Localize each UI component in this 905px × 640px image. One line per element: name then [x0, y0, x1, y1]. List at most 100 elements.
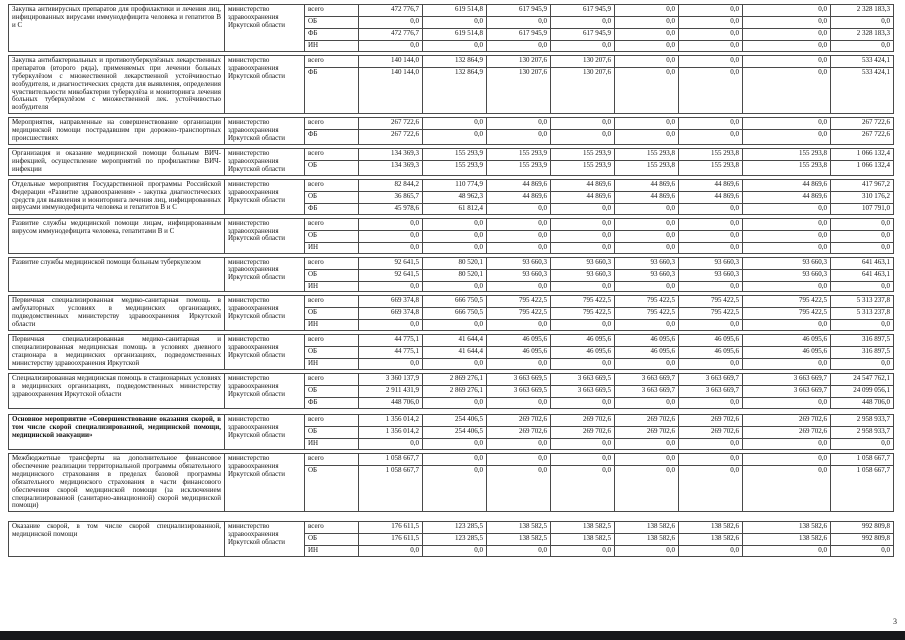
amount: 138 582,6	[678, 521, 743, 535]
amount: 669 374,8	[358, 307, 423, 321]
row-total-amount: 316 897,5	[830, 334, 894, 348]
amount: 155 293,8	[678, 159, 743, 176]
amount: 0,0	[678, 4, 743, 17]
amount: 138 582,5	[550, 533, 615, 547]
amount: 269 702,6	[678, 414, 743, 428]
funding-row: Мероприятия, направленные на совершенств…	[8, 117, 894, 145]
amount: 0,0	[614, 217, 679, 231]
funding-row: Первичная специализированная медико-сани…	[8, 295, 894, 332]
amount: 0,0	[614, 129, 679, 145]
funding-source-label: ИН	[304, 545, 359, 558]
page-number: 3	[893, 617, 897, 626]
amount: 0,0	[678, 217, 743, 231]
funding-row: ИН 0,0 0,0 0,0 0,0 0,0 0,0 0,0 0,0	[9, 40, 894, 52]
amount: 44 869,6	[678, 190, 743, 204]
funding-source-label: всего	[304, 178, 359, 192]
amount: 0,0	[422, 117, 487, 131]
amount: 155 293,8	[742, 147, 831, 161]
amount: 0,0	[678, 28, 743, 41]
amount: 0,0	[742, 397, 831, 410]
amount: 0,0	[486, 358, 551, 371]
amount: 0,0	[358, 229, 423, 243]
funding-source-label: всего	[304, 54, 359, 68]
funding-source-label: ИН	[304, 438, 359, 451]
amount: 0,0	[550, 453, 615, 467]
funding-row: ИН 0,0 0,0 0,0 0,0 0,0 0,0 0,0 0,0	[9, 358, 894, 371]
amount: 138 582,5	[550, 521, 615, 535]
funding-source-label: ОБ	[304, 268, 359, 282]
amount: 130 207,6	[486, 54, 551, 68]
amount: 0,0	[486, 241, 551, 254]
amount: 134 369,3	[358, 159, 423, 176]
amount: 0,0	[422, 319, 487, 332]
funding-row: ФБ 267 722,6 0,0 0,0 0,0 0,0 0,0 0,0 267 722,6	[9, 129, 894, 145]
program-name: Организация и оказание медицинской помощ…	[8, 147, 225, 176]
amount: 0,0	[486, 280, 551, 293]
responsible-ministry: министерство здравоохранения Иркутской о…	[224, 373, 305, 410]
amount: 269 702,6	[550, 414, 615, 428]
amount: 269 702,6	[486, 414, 551, 428]
amount: 0,0	[678, 465, 743, 513]
funding-source-label: ИН	[304, 280, 359, 293]
funding-source-label: всего	[304, 117, 359, 131]
amount: 0,0	[678, 16, 743, 29]
funding-row: ОБ 44 775,1 41 644,4 46 095,6 46 095,6 46 095…	[9, 346, 894, 360]
amount: 0,0	[550, 465, 615, 513]
amount: 3 663 669,7	[678, 385, 743, 399]
amount: 110 774,9	[422, 178, 487, 192]
amount: 0,0	[550, 241, 615, 254]
amount: 155 293,9	[486, 159, 551, 176]
responsible-ministry: министерство здравоохранения Иркутской о…	[224, 217, 305, 254]
row-total-amount: 533 424,1	[830, 54, 894, 68]
amount: 0,0	[550, 16, 615, 29]
funding-row: ОБ 1 356 014,2 254 406,5 269 702,6 269 702,6…	[9, 426, 894, 440]
funding-source-label: ИН	[304, 358, 359, 371]
amount: 134 369,3	[358, 147, 423, 161]
funding-row: ОБ 92 641,5 80 520,1 93 660,3 93 660,3 93 660…	[9, 268, 894, 282]
amount: 0,0	[550, 40, 615, 52]
amount: 2 869 276,1	[422, 385, 487, 399]
funding-row: ИН 0,0 0,0 0,0 0,0 0,0 0,0 0,0 0,0	[9, 438, 894, 451]
amount: 46 095,6	[742, 334, 831, 348]
program-block: Закупка антивирусных препаратов для проф…	[8, 4, 894, 52]
amount: 0,0	[422, 40, 487, 52]
amount: 155 293,8	[614, 147, 679, 161]
funding-source-label: ОБ	[304, 16, 359, 29]
program-block: Развитие службы медицинской помощи лицам…	[8, 217, 894, 254]
program-name: Основное мероприятие «Совершенствование …	[8, 414, 225, 451]
amount: 254 406,5	[422, 414, 487, 428]
amount: 44 869,6	[486, 190, 551, 204]
amount: 0,0	[422, 358, 487, 371]
responsible-ministry: министерство здравоохранения Иркутской о…	[224, 334, 305, 371]
funding-row: ОБ 669 374,8 666 750,5 795 422,5 795 422,5 79…	[9, 307, 894, 321]
amount: 0,0	[422, 241, 487, 254]
row-total-amount: 0,0	[830, 319, 894, 332]
amount: 36 865,7	[358, 190, 423, 204]
row-total-amount: 267 722,6	[830, 117, 894, 131]
amount: 48 962,3	[422, 190, 487, 204]
amount: 0,0	[678, 241, 743, 254]
funding-source-label: ОБ	[304, 385, 359, 399]
row-total-amount: 2 958 933,7	[830, 426, 894, 440]
amount: 0,0	[486, 438, 551, 451]
amount: 0,0	[742, 465, 831, 513]
amount: 617 945,9	[486, 28, 551, 41]
amount: 0,0	[358, 241, 423, 254]
program-block: Межбюджетные трансферты на дополнительно…	[8, 453, 894, 513]
amount: 0,0	[550, 545, 615, 558]
amount: 0,0	[550, 319, 615, 332]
program-name: Первичная специализированная медико-сани…	[8, 295, 225, 332]
amount: 44 869,6	[486, 178, 551, 192]
program-name: Закупка антибактериальных и противотубер…	[8, 54, 225, 115]
funding-row: Отдельные мероприятия Государственной пр…	[8, 178, 894, 215]
responsible-ministry: министерство здравоохранения Иркутской о…	[224, 453, 305, 513]
amount: 617 945,9	[550, 28, 615, 41]
amount: 0,0	[422, 397, 487, 410]
amount: 1 356 014,2	[358, 414, 423, 428]
amount: 254 406,5	[422, 426, 487, 440]
amount: 0,0	[614, 438, 679, 451]
amount: 472 776,7	[358, 28, 423, 41]
amount: 0,0	[358, 217, 423, 231]
row-total-amount: 24 547 762,1	[830, 373, 894, 387]
